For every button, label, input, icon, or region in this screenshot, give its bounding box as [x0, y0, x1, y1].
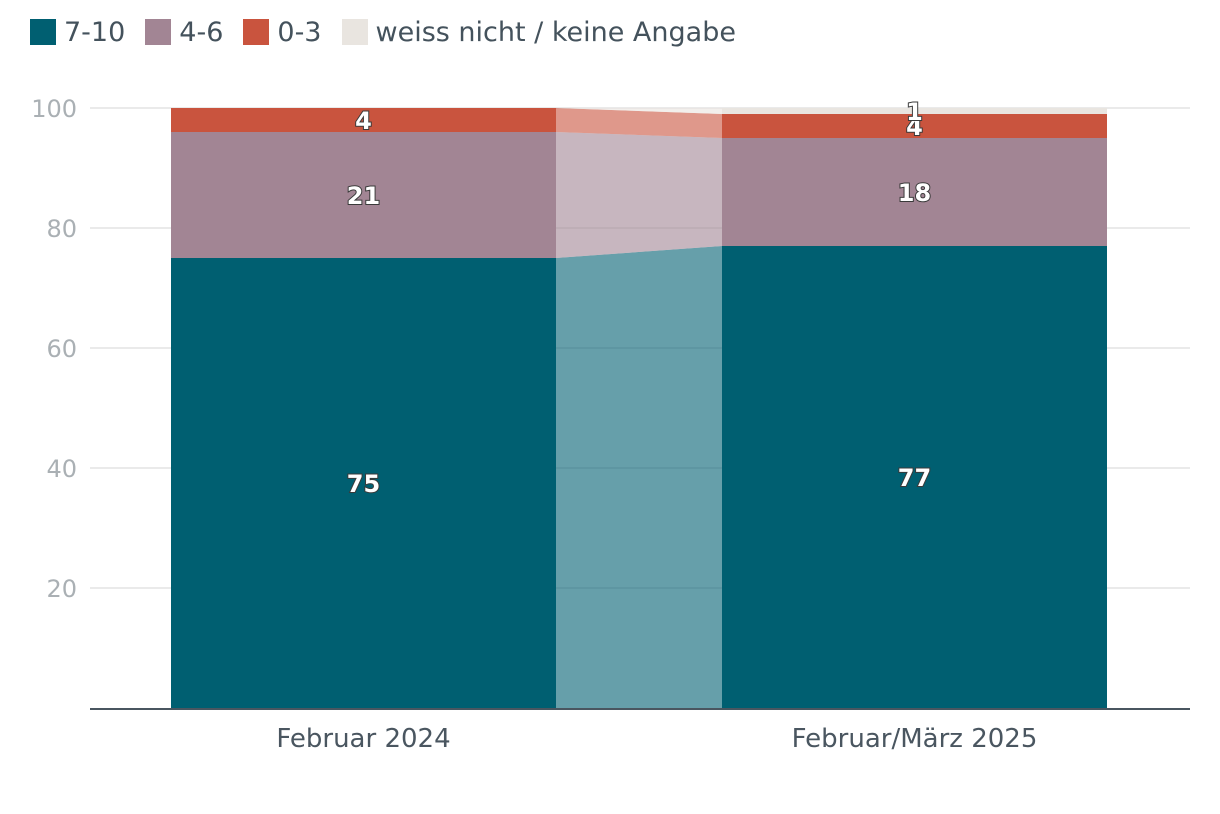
x-tick-label: Februar/März 2025	[792, 724, 1038, 754]
data-label: 75	[347, 470, 380, 498]
connector-band	[556, 246, 722, 708]
legend-swatch	[341, 19, 368, 45]
legend-item-4-6[interactable]: 4-6	[145, 17, 223, 48]
connector-band	[556, 108, 722, 114]
data-label: 1	[906, 98, 923, 126]
connector-band	[556, 132, 722, 258]
bar-segment	[722, 138, 1107, 246]
bar-segment	[171, 258, 556, 708]
y-tick-label: 80	[46, 215, 77, 243]
data-label: 4	[906, 113, 923, 141]
legend-item-7-10[interactable]: 7-10	[30, 17, 125, 48]
data-label: 77	[898, 464, 931, 492]
data-label: 4	[355, 107, 372, 135]
data-label: 21	[347, 182, 380, 210]
x-tick-label: Februar 2024	[276, 724, 450, 754]
data-label: 18	[898, 179, 931, 207]
bar-segment	[171, 108, 556, 132]
y-tick-label: 20	[46, 575, 77, 603]
legend-item-keine-angabe[interactable]: weiss nicht / keine Angabe	[341, 16, 736, 48]
y-tick-label: 60	[46, 335, 77, 363]
legend-label: 7-10	[64, 16, 126, 48]
y-tick-label: 100	[31, 95, 77, 123]
bar-segment	[171, 132, 556, 258]
legend-swatch	[243, 19, 270, 45]
bar-segment	[722, 108, 1107, 114]
legend-swatch	[145, 19, 172, 45]
legend-label: weiss nicht / keine Angabe	[375, 16, 736, 48]
legend-label: 0-3	[277, 16, 322, 48]
legend-item-0-3[interactable]: 0-3	[243, 16, 322, 48]
legend-swatch	[30, 19, 56, 45]
chart-legend: 7-10 4-6 0-3 weiss nicht / keine Angabe	[30, 14, 756, 50]
bar-segment	[722, 246, 1107, 708]
bar-segment	[722, 114, 1107, 138]
y-tick-label: 40	[46, 455, 77, 483]
legend-label: 4-6	[179, 16, 224, 48]
connector-band	[556, 108, 722, 138]
